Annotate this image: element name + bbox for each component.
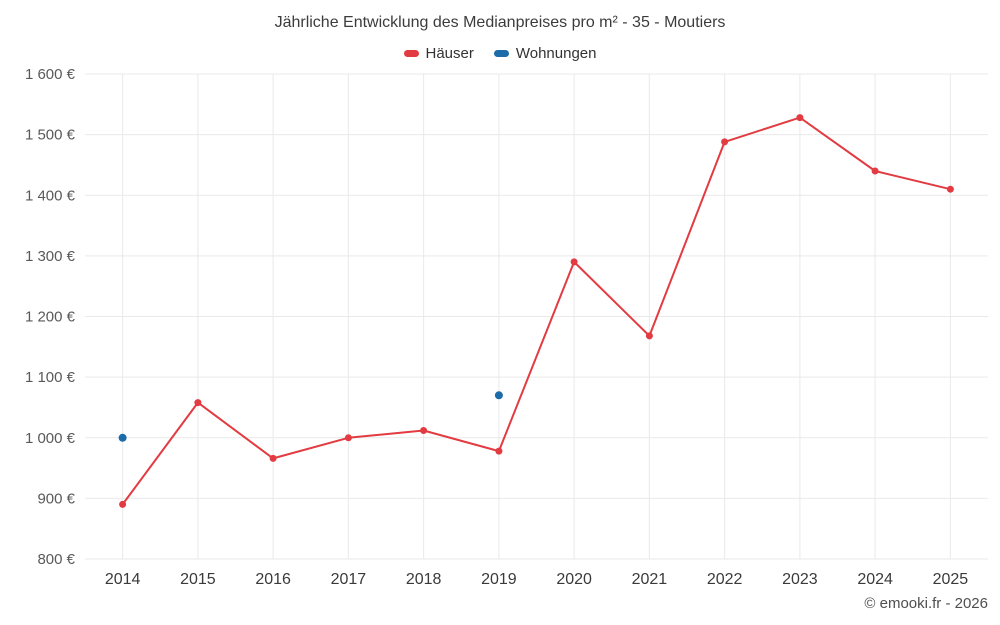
y-axis-tick-label: 800 € [37, 551, 75, 568]
y-axis-tick-label: 900 € [37, 490, 75, 507]
y-axis-tick-label: 1 100 € [25, 369, 76, 386]
x-axis-tick-label: 2020 [556, 571, 592, 588]
x-axis-tick-label: 2021 [632, 571, 668, 588]
x-axis-tick-label: 2024 [857, 571, 893, 588]
legend-item-hauser[interactable]: Häuser [403, 45, 474, 62]
data-point-hauser-2022[interactable] [721, 138, 729, 146]
x-axis-tick-label: 2025 [933, 571, 969, 588]
legend-label-wohnungen: Wohnungen [515, 45, 597, 62]
data-point-hauser-2025[interactable] [946, 185, 954, 193]
data-point-hauser-2024[interactable] [871, 167, 879, 175]
data-point-wohnungen-2019[interactable] [494, 391, 503, 400]
legend-item-wohnungen[interactable]: Wohnungen [493, 45, 597, 62]
y-axis-tick-label: 1 600 € [25, 66, 76, 83]
y-axis-tick-label: 1 400 € [25, 187, 76, 204]
x-axis-tick-label: 2015 [180, 571, 216, 588]
y-axis-tick-label: 1 000 € [25, 430, 76, 447]
data-point-hauser-2020[interactable] [570, 258, 578, 266]
y-axis-tick-label: 1 200 € [25, 309, 76, 326]
x-axis-tick-label: 2022 [707, 571, 743, 588]
x-axis-tick-label: 2018 [406, 571, 442, 588]
data-point-hauser-2021[interactable] [645, 332, 653, 340]
x-axis-tick-label: 2014 [105, 571, 141, 588]
data-point-hauser-2015[interactable] [194, 399, 202, 407]
y-axis-tick-label: 1 500 € [25, 127, 76, 144]
x-axis-tick-label: 2019 [481, 571, 517, 588]
x-axis-tick-label: 2023 [782, 571, 818, 588]
legend-marker-wohnungen-icon [493, 50, 509, 57]
data-point-hauser-2019[interactable] [495, 447, 503, 455]
data-point-hauser-2018[interactable] [420, 427, 428, 434]
data-point-hauser-2014[interactable] [119, 500, 127, 508]
data-point-wohnungen-2014[interactable] [118, 433, 127, 442]
x-axis-tick-label: 2016 [255, 571, 291, 588]
data-point-hauser-2017[interactable] [344, 434, 352, 442]
chart-title: Jährliche Entwicklung des Medianpreises … [274, 14, 726, 31]
y-axis-tick-label: 1 300 € [25, 248, 76, 265]
data-point-hauser-2016[interactable] [269, 454, 277, 462]
data-point-hauser-2023[interactable] [796, 114, 804, 122]
series-line-hauser [121, 116, 952, 506]
legend-marker-hauser-icon [403, 50, 419, 57]
legend-label-hauser: Häuser [425, 45, 474, 62]
copyright-credit: © emooki.fr - 2026 [864, 595, 988, 612]
x-axis-tick-label: 2017 [331, 571, 367, 588]
chart-legend: Häuser Wohnungen [0, 45, 1000, 62]
